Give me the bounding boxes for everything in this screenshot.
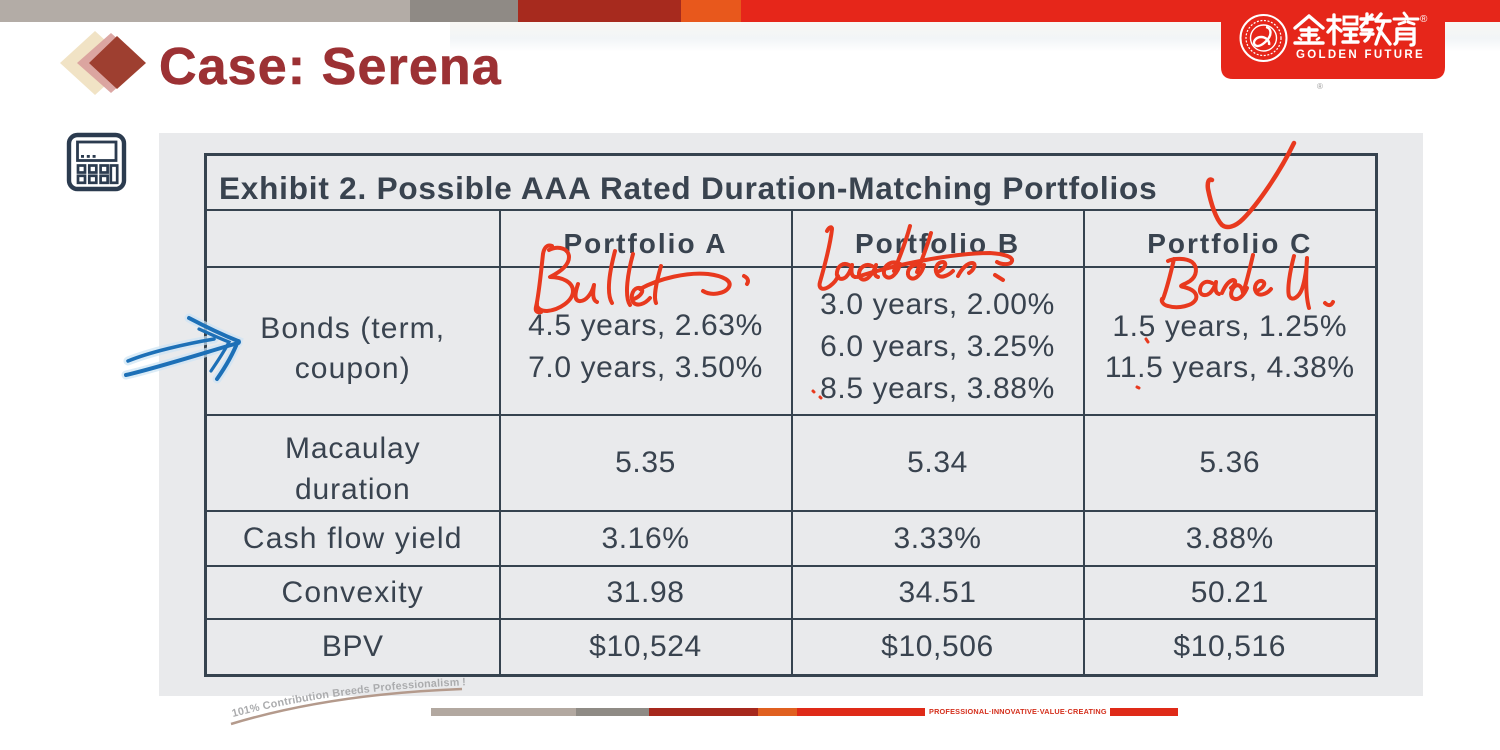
svg-text:®: ® [1420, 14, 1428, 25]
svg-text:®: ® [1317, 82, 1323, 91]
svg-text:GOLDEN FUTURE: GOLDEN FUTURE [1296, 49, 1425, 61]
